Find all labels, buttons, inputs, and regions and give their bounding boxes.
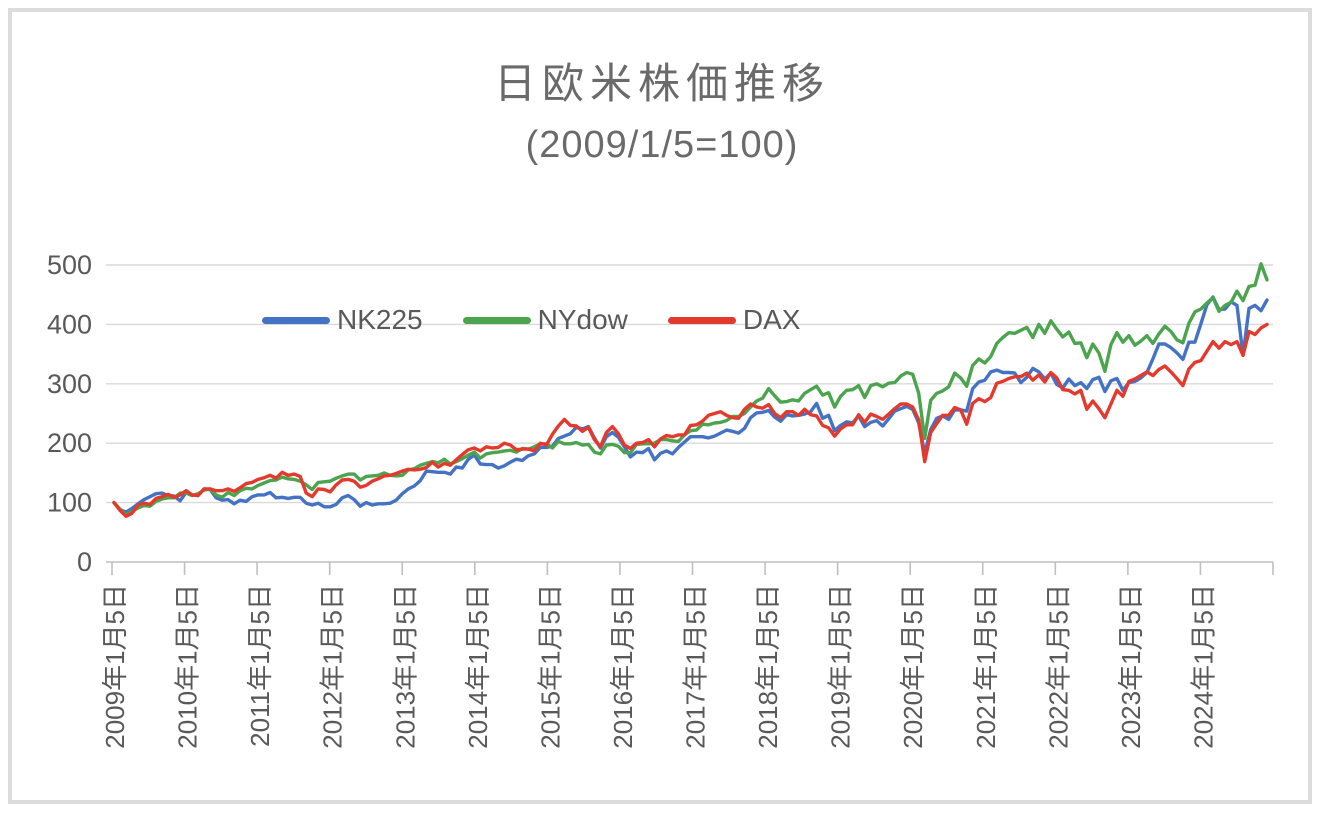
svg-text:0: 0 bbox=[77, 547, 92, 577]
svg-text:100: 100 bbox=[47, 488, 92, 518]
svg-text:2015年1月5日: 2015年1月5日 bbox=[535, 584, 565, 749]
dax-line-swatch bbox=[667, 316, 736, 324]
nydow-legend-label: NYdow bbox=[537, 304, 628, 335]
svg-text:2024年1月5日: 2024年1月5日 bbox=[1188, 584, 1218, 749]
legend-item-dax: DAX bbox=[667, 304, 801, 335]
series-line-nydow bbox=[112, 262, 1269, 517]
svg-text:2018年1月5日: 2018年1月5日 bbox=[753, 584, 783, 749]
nydow-line-swatch bbox=[462, 316, 531, 324]
svg-text:2020年1月5日: 2020年1月5日 bbox=[898, 584, 928, 749]
svg-text:2009年1月5日: 2009年1月5日 bbox=[100, 584, 130, 749]
svg-text:2011年1月5日: 2011年1月5日 bbox=[245, 584, 275, 747]
legend-item-nydow: NYdow bbox=[462, 304, 628, 335]
svg-text:2021年1月5日: 2021年1月5日 bbox=[971, 584, 1001, 749]
svg-text:2013年1月5日: 2013年1月5日 bbox=[390, 584, 420, 749]
legend: NK225 NYdow DAX bbox=[262, 305, 800, 335]
svg-text:200: 200 bbox=[47, 428, 92, 458]
svg-text:400: 400 bbox=[47, 309, 92, 339]
nk225-line-swatch bbox=[262, 316, 330, 324]
svg-text:500: 500 bbox=[47, 250, 92, 280]
svg-text:2010年1月5日: 2010年1月5日 bbox=[173, 584, 203, 749]
svg-text:2022年1月5日: 2022年1月5日 bbox=[1043, 584, 1073, 749]
svg-text:2017年1月5日: 2017年1月5日 bbox=[681, 584, 711, 749]
svg-text:2012年1月5日: 2012年1月5日 bbox=[318, 584, 348, 749]
svg-text:2014年1月5日: 2014年1月5日 bbox=[463, 584, 493, 749]
series-line-nk225 bbox=[112, 295, 1269, 514]
svg-text:2016年1月5日: 2016年1月5日 bbox=[608, 584, 638, 749]
svg-text:2023年1月5日: 2023年1月5日 bbox=[1116, 584, 1146, 749]
legend-item-nk225: NK225 bbox=[262, 305, 423, 335]
svg-text:300: 300 bbox=[47, 369, 92, 399]
nk225-legend-label: NK225 bbox=[337, 304, 423, 335]
chart-title: 日欧米株価推移 bbox=[493, 60, 830, 107]
series-line-dax bbox=[112, 322, 1269, 518]
dax-legend-label: DAX bbox=[742, 304, 801, 335]
chart-subtitle: (2009/1/5=100) bbox=[525, 124, 799, 166]
svg-text:2019年1月5日: 2019年1月5日 bbox=[826, 584, 856, 749]
